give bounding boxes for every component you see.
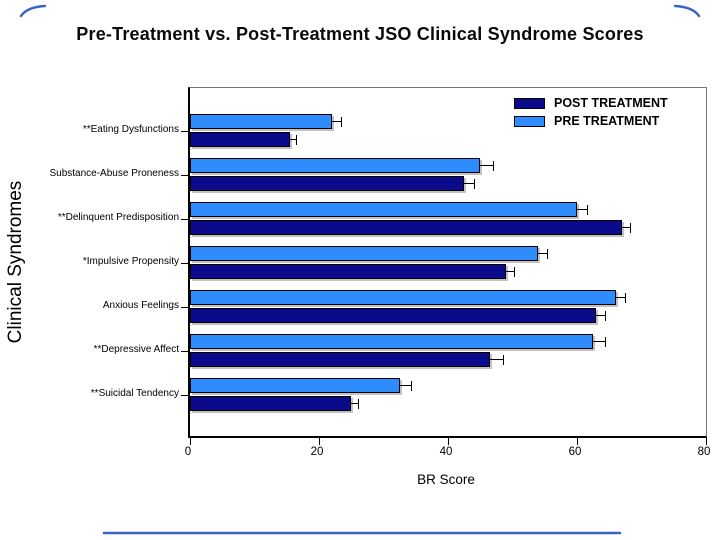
x-tick-label: 80 [697, 446, 711, 458]
error-bar-cap [629, 222, 631, 233]
bar-post [190, 308, 597, 323]
bar-pre [190, 378, 400, 393]
x-axis-tick [190, 438, 191, 445]
plot-bars [181, 88, 707, 445]
y-axis-title: Clinical Syndromes [5, 180, 26, 344]
error-bar-cap [296, 134, 298, 145]
error-bar [596, 315, 605, 316]
error-bar [480, 165, 494, 166]
error-bar-cap [493, 160, 495, 171]
bar-post [190, 352, 490, 367]
x-tick-label: 20 [310, 446, 324, 458]
category-tick [181, 262, 190, 264]
error-bar-cap [474, 178, 476, 189]
chart-title: Pre-Treatment vs. Post-Treatment JSO Cli… [76, 24, 644, 44]
x-axis-tick [577, 438, 578, 445]
error-bar [622, 227, 630, 228]
bar-post [190, 220, 623, 235]
bar-pre [190, 334, 594, 349]
error-bar [506, 271, 514, 272]
category-tick [181, 218, 190, 220]
bar-pre [190, 158, 481, 173]
bar-pre [190, 202, 577, 217]
legend-label: PRE TREATMENT [554, 114, 660, 128]
x-tick-label: 0 [184, 446, 192, 458]
bar-post [190, 176, 465, 191]
x-axis-tick [448, 438, 449, 445]
error-bar-cap [604, 336, 606, 347]
border-corner-top-left-icon [19, 4, 47, 18]
bar-post [190, 264, 507, 279]
legend-row: POST TREATMENT [514, 96, 668, 110]
bar-pre [190, 246, 539, 261]
legend-label: POST TREATMENT [554, 96, 668, 110]
x-axis-title: BR Score [417, 472, 475, 487]
legend: POST TREATMENT PRE TREATMENT [514, 96, 668, 133]
plot-area [181, 87, 707, 445]
error-bar-cap [587, 204, 589, 215]
error-bar [593, 341, 605, 342]
error-bar [331, 121, 341, 122]
category-tick [181, 130, 190, 132]
error-bar [289, 139, 297, 140]
category-label: **Eating Dysfunctions [82, 123, 179, 135]
legend-row: PRE TREATMENT [514, 114, 668, 128]
error-bar-cap [547, 248, 549, 259]
category-label: Substance-Abuse Proneness [49, 167, 179, 179]
x-axis-tick [319, 438, 320, 445]
category-tick [181, 174, 190, 176]
error-bar-cap [625, 292, 627, 303]
error-bar-cap [513, 266, 515, 277]
error-bar [351, 403, 359, 404]
error-bar-cap [411, 380, 413, 391]
category-tick [181, 350, 190, 352]
bar-pre [190, 114, 332, 129]
bar-pre [190, 290, 616, 305]
error-bar-cap [604, 310, 606, 321]
category-label: **Depressive Affect [93, 343, 179, 355]
error-bar-cap [358, 398, 360, 409]
error-bar [489, 359, 504, 360]
legend-swatch-post [514, 97, 545, 109]
category-tick [181, 394, 190, 396]
bar-post [190, 132, 290, 147]
legend-swatch-pre [514, 115, 545, 127]
x-axis-tick [706, 438, 707, 445]
border-corner-top-right-icon [673, 4, 701, 18]
error-bar [577, 209, 588, 210]
category-tick [181, 306, 190, 308]
error-bar-cap [503, 354, 505, 365]
error-bar [538, 253, 548, 254]
error-bar [464, 183, 475, 184]
bar-post [190, 396, 352, 411]
error-bar [399, 385, 412, 386]
error-bar-cap [340, 116, 342, 127]
category-label: **Suicidal Tendency [90, 387, 179, 399]
x-tick-label: 60 [568, 446, 582, 458]
x-tick-label: 40 [439, 446, 453, 458]
error-bar [615, 297, 626, 298]
